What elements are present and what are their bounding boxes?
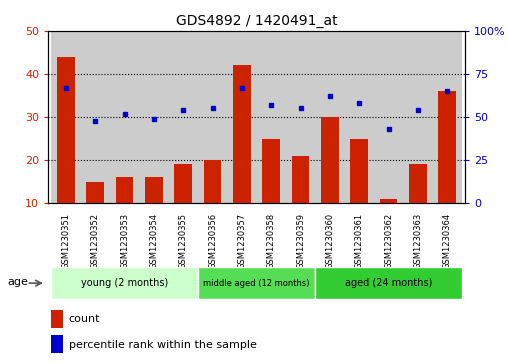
Bar xyxy=(315,267,462,299)
Bar xyxy=(321,117,339,203)
Bar xyxy=(315,31,344,203)
Bar xyxy=(204,160,221,203)
Text: aged (24 months): aged (24 months) xyxy=(345,278,432,288)
Bar xyxy=(51,335,63,353)
Bar xyxy=(438,91,456,203)
Bar xyxy=(344,31,374,203)
Text: middle aged (12 months): middle aged (12 months) xyxy=(203,279,310,287)
Text: young (2 months): young (2 months) xyxy=(81,278,168,288)
Bar xyxy=(286,31,315,203)
Bar xyxy=(233,65,250,203)
Bar xyxy=(257,31,286,203)
Bar xyxy=(145,178,163,203)
Bar xyxy=(86,182,104,203)
Text: percentile rank within the sample: percentile rank within the sample xyxy=(69,339,257,350)
Bar xyxy=(403,31,432,203)
Bar xyxy=(51,267,198,299)
Text: count: count xyxy=(69,314,100,324)
Bar xyxy=(432,31,462,203)
Bar xyxy=(198,31,227,203)
Bar xyxy=(380,199,397,203)
Bar xyxy=(198,267,315,299)
Bar xyxy=(351,139,368,203)
Bar xyxy=(292,156,309,203)
Bar xyxy=(174,164,192,203)
Bar xyxy=(81,31,110,203)
Bar xyxy=(227,31,257,203)
Bar xyxy=(116,178,133,203)
Bar xyxy=(169,31,198,203)
Bar xyxy=(263,139,280,203)
Bar xyxy=(374,31,403,203)
Bar xyxy=(110,31,139,203)
Text: age: age xyxy=(7,277,28,286)
Title: GDS4892 / 1420491_at: GDS4892 / 1420491_at xyxy=(176,15,337,28)
Bar xyxy=(409,164,427,203)
Bar xyxy=(139,31,169,203)
Bar xyxy=(51,31,81,203)
Bar xyxy=(57,57,75,203)
Bar xyxy=(51,310,63,328)
